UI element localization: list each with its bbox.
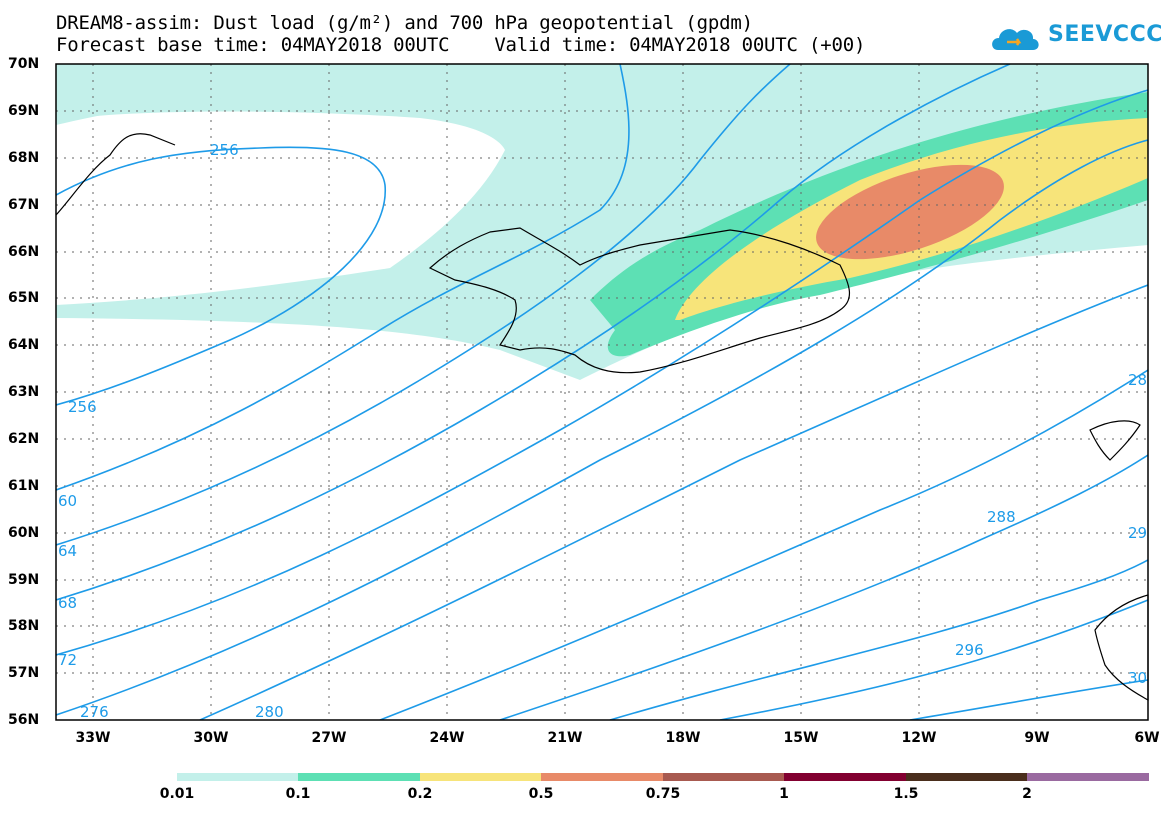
contour-label: 276: [80, 703, 109, 721]
lon-label: 33W: [75, 730, 111, 746]
colorbar-label: 2: [1022, 786, 1032, 802]
lat-label: 59N: [8, 572, 40, 588]
colorbar-swatch: [906, 773, 1027, 781]
lat-label: 66N: [8, 244, 40, 260]
colorbar-label: 0.01: [159, 786, 195, 802]
lon-label: 27W: [311, 730, 347, 746]
colorbar-swatch: [1027, 773, 1149, 781]
lat-label: 56N: [8, 712, 40, 728]
lat-label: 70N: [8, 56, 40, 72]
logo-text: SEEVCCC: [1048, 22, 1163, 47]
colorbar-swatch: [784, 773, 906, 781]
contour-label: 256: [210, 141, 239, 159]
chart-title-line-1: DREAM8-assim: Dust load (g/m²) and 700 h…: [56, 12, 753, 34]
colorbar-label: 1.5: [893, 786, 919, 802]
chart-title-line-2: Forecast base time: 04MAY2018 00UTC Vali…: [56, 34, 866, 56]
lat-label: 62N: [8, 431, 40, 447]
lon-label: 21W: [547, 730, 583, 746]
lon-label: 6W: [1134, 730, 1160, 746]
lat-label: 61N: [8, 478, 40, 494]
lat-label: 58N: [8, 618, 40, 634]
lat-label: 67N: [8, 197, 40, 213]
lat-label: 68N: [8, 150, 40, 166]
contour-label: 28: [1128, 371, 1147, 389]
lat-label: 69N: [8, 103, 40, 119]
coastlines: [55, 133, 1149, 702]
lon-label: 18W: [665, 730, 701, 746]
colorbar-swatch: [298, 773, 420, 781]
cloud-logo-icon: [992, 29, 1039, 50]
lon-label: 15W: [783, 730, 819, 746]
contour-label: 64: [58, 542, 77, 560]
graticule: [56, 64, 1148, 720]
contour-label: 60: [58, 492, 77, 510]
lon-label: 12W: [901, 730, 937, 746]
colorbar-label: 0.2: [407, 786, 433, 802]
lon-label: 9W: [1024, 730, 1050, 746]
contour-label: 30: [1128, 669, 1147, 687]
contour-label: 68: [58, 594, 77, 612]
lat-label: 57N: [8, 665, 40, 681]
colorbar-swatch: [420, 773, 541, 781]
contour-label: 72: [58, 651, 77, 669]
contour-label: 29: [1128, 524, 1147, 542]
colorbar-swatch: [177, 773, 298, 781]
lat-label: 63N: [8, 384, 40, 400]
geopotential-contours: [56, 64, 1148, 720]
contour-value-labels: 256 256 60 64 68 72 276 280 288 296 28 2…: [58, 141, 1147, 721]
contour-label: 296: [955, 641, 984, 659]
contour-label: 256: [68, 398, 97, 416]
lat-label: 60N: [8, 525, 40, 541]
lon-label: 24W: [429, 730, 465, 746]
contour-label: 280: [255, 703, 284, 721]
colorbar-label: 0.1: [285, 786, 311, 802]
colorbar-swatch: [663, 773, 784, 781]
map-frame: [55, 63, 1149, 721]
colorbar-label: 0.5: [528, 786, 554, 802]
colorbar-label: 1: [779, 786, 789, 802]
colorbar-label: 0.75: [645, 786, 681, 802]
lat-label: 64N: [8, 337, 40, 353]
colorbar-swatch: [541, 773, 663, 781]
lat-label: 65N: [8, 290, 40, 306]
lon-label: 30W: [193, 730, 229, 746]
contour-label: 288: [987, 508, 1016, 526]
